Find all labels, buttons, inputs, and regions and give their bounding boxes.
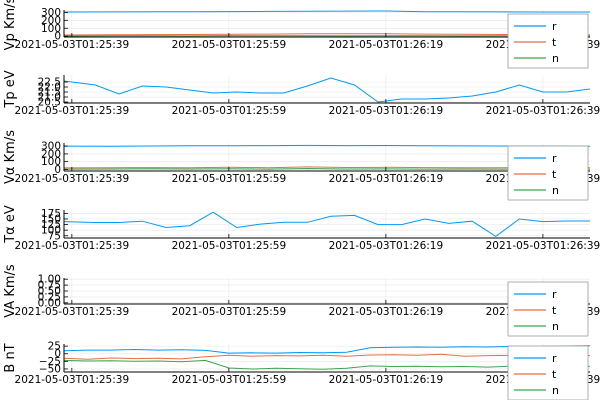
y-tick-label: 200: [41, 15, 61, 27]
y-tick-label: 0: [54, 31, 61, 43]
x-tick-label: 2021-05-03T01:26:19: [329, 173, 444, 185]
y-tick-label: 100: [41, 225, 61, 237]
x-tick-label: 2021-05-03T01:25:59: [172, 306, 287, 318]
legend-label-t: t: [552, 368, 557, 381]
y-tick-label: 100: [41, 23, 61, 35]
legend-label-n: n: [552, 52, 559, 65]
x-tick-label: 2021-05-03T01:25:59: [172, 374, 287, 386]
series-line-r: [63, 345, 591, 354]
x-tick-label: 2021-05-03T01:25:59: [172, 39, 287, 51]
y-tick-label: 200: [41, 148, 61, 160]
y-tick-label: 20.5: [38, 97, 61, 109]
legend-box: [507, 145, 589, 201]
series-line-r: [63, 144, 591, 147]
y-tick-label: 150: [41, 213, 61, 225]
x-tick-label: 2021-05-03T01:26:39: [486, 105, 600, 117]
y-axis-label: Tα eV: [3, 205, 18, 244]
legend: rtn: [507, 281, 589, 337]
y-tick-label: 22.5: [38, 77, 61, 89]
x-tick-label: 2021-05-03T01:25:59: [172, 240, 287, 252]
y-tick-label: −50: [39, 363, 61, 375]
y-tick-label: 21.0: [38, 92, 61, 104]
legend-label-t: t: [552, 304, 557, 317]
y-tick-label: 125: [41, 219, 61, 231]
x-tick-label: 2021-05-03T01:25:39: [15, 39, 130, 51]
y-tick-label: 0: [54, 348, 61, 360]
y-tick-label: 1.00: [38, 274, 61, 286]
y-axis-label: B nT: [3, 343, 18, 372]
series-line-t: [63, 165, 591, 169]
legend-label-t: t: [552, 36, 557, 49]
y-tick-label: 0.00: [38, 297, 61, 309]
legend-label-n: n: [552, 320, 559, 333]
x-tick-label: 2021-05-03T01:25:59: [172, 105, 287, 117]
series-line-n: [63, 359, 591, 370]
x-tick-label: 2021-05-03T01:25:39: [15, 105, 130, 117]
y-tick-label: 0.75: [38, 280, 61, 292]
legend: rtn: [507, 145, 589, 201]
series-line-main: [63, 211, 590, 238]
y-tick-label: 0.25: [38, 291, 61, 303]
panel-2: 20.521.021.522.022.5 2021-05-03T01:25:39 2…: [3, 70, 600, 117]
y-axis-label: Vα Km/s: [3, 130, 18, 184]
legend-box: [507, 345, 589, 400]
legend-label-r: r: [552, 352, 557, 365]
y-tick-label: 300: [41, 141, 61, 153]
x-tick-label: 2021-05-03T01:26:39: [486, 240, 600, 252]
x-tick-label: 2021-05-03T01:26:19: [329, 374, 444, 386]
legend-label-n: n: [552, 184, 559, 197]
x-tick-label: 2021-05-03T01:25:59: [172, 173, 287, 185]
series-line-t: [63, 353, 591, 360]
y-tick-label: 0: [54, 164, 61, 176]
y-tick-label: 75: [48, 230, 61, 242]
y-tick-label: 100: [41, 156, 61, 168]
x-tick-label: 2021-05-03T01:25:39: [15, 374, 130, 386]
legend-box: [507, 281, 589, 337]
x-tick-label: 2021-05-03T01:25:39: [15, 306, 130, 318]
x-tick-label: 2021-05-03T01:25:39: [15, 173, 130, 185]
x-tick-label: 2021-05-03T01:26:19: [329, 240, 444, 252]
y-axis-label: Tp eV: [3, 70, 18, 108]
x-tick-label: 2021-05-03T01:26:19: [329, 306, 444, 318]
y-axis-label: Vp Km/s: [3, 0, 18, 50]
series-line-t: [63, 33, 591, 36]
y-tick-label: 175: [41, 208, 61, 220]
legend: rtn: [507, 13, 589, 69]
series-line-n: [63, 167, 591, 170]
legend-label-r: r: [552, 288, 557, 301]
x-tick-label: 2021-05-03T01:25:39: [15, 240, 130, 252]
legend-box: [507, 13, 589, 69]
x-tick-label: 2021-05-03T01:26:19: [329, 39, 444, 51]
y-tick-label: 0.50: [38, 286, 61, 298]
y-tick-label: 21.5: [38, 87, 61, 99]
y-tick-label: 22.0: [38, 82, 61, 94]
legend-label-r: r: [552, 20, 557, 33]
y-axis-label: VA Km/s: [3, 264, 18, 318]
legend-label-t: t: [552, 168, 557, 181]
panel-5: 0.000.250.500.751.00 2021-05-03T01:25:39 2…: [3, 264, 600, 337]
y-tick-label: −25: [39, 356, 61, 368]
legend-label-r: r: [552, 152, 557, 165]
legend-label-n: n: [552, 384, 559, 397]
x-tick-label: 2021-05-03T01:26:19: [329, 105, 444, 117]
legend: rtn: [507, 345, 589, 400]
y-tick-label: 25: [48, 341, 61, 353]
series-line-r: [63, 10, 590, 13]
series-line-main: [63, 77, 591, 103]
y-tick-label: 300: [41, 7, 61, 19]
